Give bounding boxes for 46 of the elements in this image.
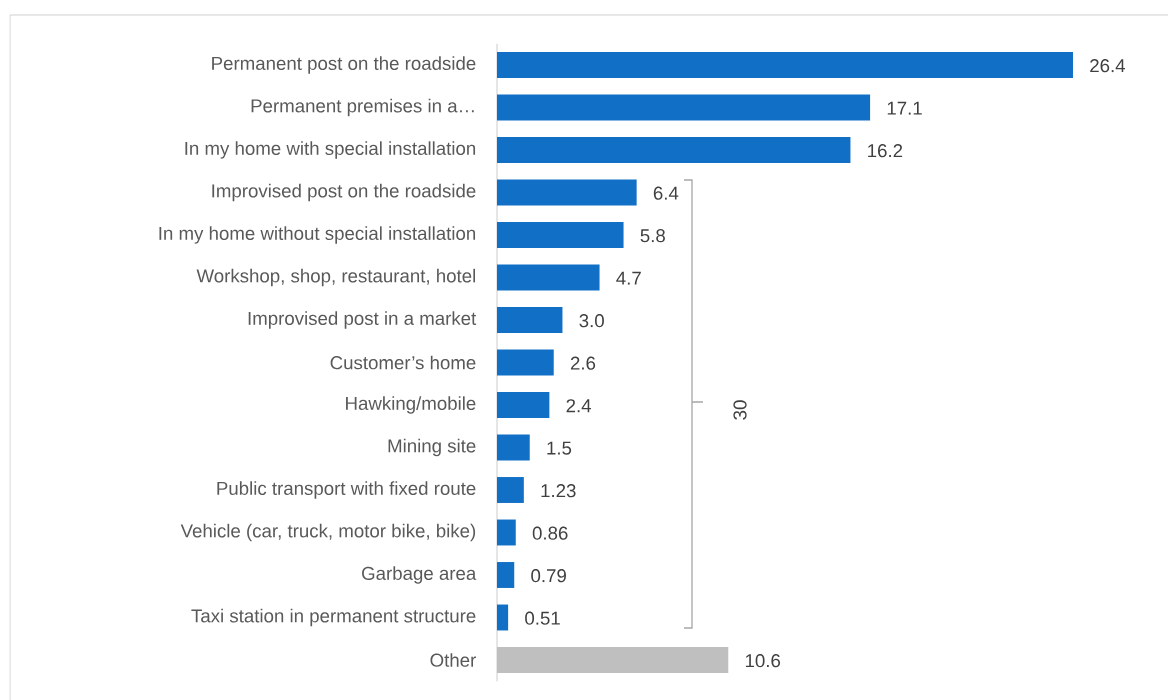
bar: [497, 519, 516, 546]
bar: [497, 179, 637, 206]
bar: [497, 392, 550, 418]
data-label: 2.6: [570, 356, 596, 370]
bar: [497, 137, 851, 163]
y-tick-label: Customer’s home: [330, 355, 476, 370]
bar: [497, 562, 515, 588]
data-label: 3.0: [579, 314, 604, 328]
y-tick-label: Vehicle (car, truck, motor bike, bike): [180, 523, 476, 542]
bar: [497, 307, 563, 333]
bar: [497, 94, 871, 121]
annotation: 30: [733, 400, 747, 420]
data-label: 0.86: [532, 526, 568, 540]
data-label: 6.4: [653, 186, 679, 200]
data-label: 5.8: [640, 229, 665, 243]
bar: [497, 264, 600, 291]
y-tick-label: Workshop, shop, restaurant, hotel: [196, 268, 476, 287]
y-tick-label: Improvised post on the roadside: [212, 183, 476, 202]
data-label: 2.4: [566, 399, 592, 413]
y-tick-label: Permanent post on the roadside: [212, 56, 476, 74]
y-tick-label: Mining site: [388, 438, 476, 457]
y-tick-label: Taxi station in permanent structure: [191, 608, 476, 627]
bar: [497, 222, 624, 248]
bar: [497, 434, 530, 461]
data-label: 0.79: [531, 569, 566, 583]
y-tick-label: Garbage area: [362, 566, 477, 584]
y-tick-label: Improvised post in a market: [248, 311, 477, 329]
bar: [497, 647, 729, 673]
data-label: 16.2: [868, 144, 903, 158]
data-label: 10.6: [745, 654, 781, 668]
y-tick-label: Permanent premises in a…: [251, 98, 474, 117]
data-label: 26.4: [1090, 59, 1126, 73]
y-tick-label: Other: [430, 653, 476, 667]
y-tick-label: Public transport with fixed route: [217, 481, 476, 499]
data-label: 0.51: [525, 611, 560, 625]
data-label: 1.5: [547, 441, 572, 455]
data-label: 4.7: [616, 271, 641, 285]
bar: [497, 477, 524, 503]
data-label: 17.1: [887, 101, 922, 115]
data-label: 1.23: [541, 484, 576, 498]
y-tick-label: Hawking/mobile: [346, 396, 476, 414]
y-tick-label: In my home without special installation: [159, 226, 476, 244]
bar: [497, 52, 1073, 78]
y-tick-label: In my home with special installation: [185, 141, 476, 159]
bar: [497, 349, 554, 376]
bar: [497, 604, 509, 631]
